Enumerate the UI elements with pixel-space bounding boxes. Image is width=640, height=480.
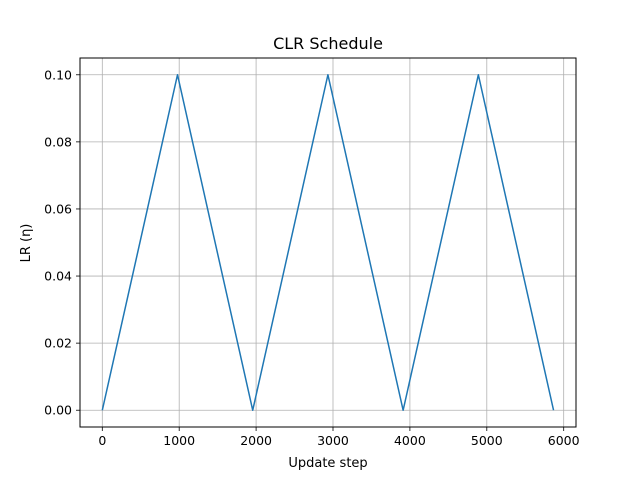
- series-line: [101, 74, 555, 411]
- x-tick-label: 2000: [240, 433, 272, 448]
- y-tick-label: 0.00: [44, 403, 72, 418]
- grid-lines: [80, 58, 576, 427]
- x-axis-label: Update step: [288, 456, 367, 471]
- y-tick-label: 0.08: [44, 134, 72, 149]
- x-tick-label: 1000: [163, 433, 195, 448]
- chart-title: CLR Schedule: [273, 34, 383, 53]
- y-axis-ticks: 0.00 0.02 0.04 0.06 0.08 0.10: [44, 67, 80, 418]
- y-tick-label: 0.06: [44, 201, 72, 216]
- y-axis-label: LR (η): [19, 224, 34, 263]
- y-tick-label: 0.04: [44, 269, 72, 284]
- x-axis-ticks: 0 1000 2000 3000 4000 5000 6000: [98, 427, 580, 448]
- y-tick-label: 0.10: [44, 67, 72, 82]
- x-tick-label: 5000: [471, 433, 503, 448]
- x-tick-label: 3000: [317, 433, 349, 448]
- plot-area-frame: [79, 57, 577, 428]
- x-tick-label: 6000: [548, 433, 580, 448]
- x-tick-label: 0: [98, 433, 106, 448]
- y-tick-label: 0.02: [44, 336, 72, 351]
- series-layer: [101, 74, 555, 411]
- x-tick-label: 4000: [394, 433, 426, 448]
